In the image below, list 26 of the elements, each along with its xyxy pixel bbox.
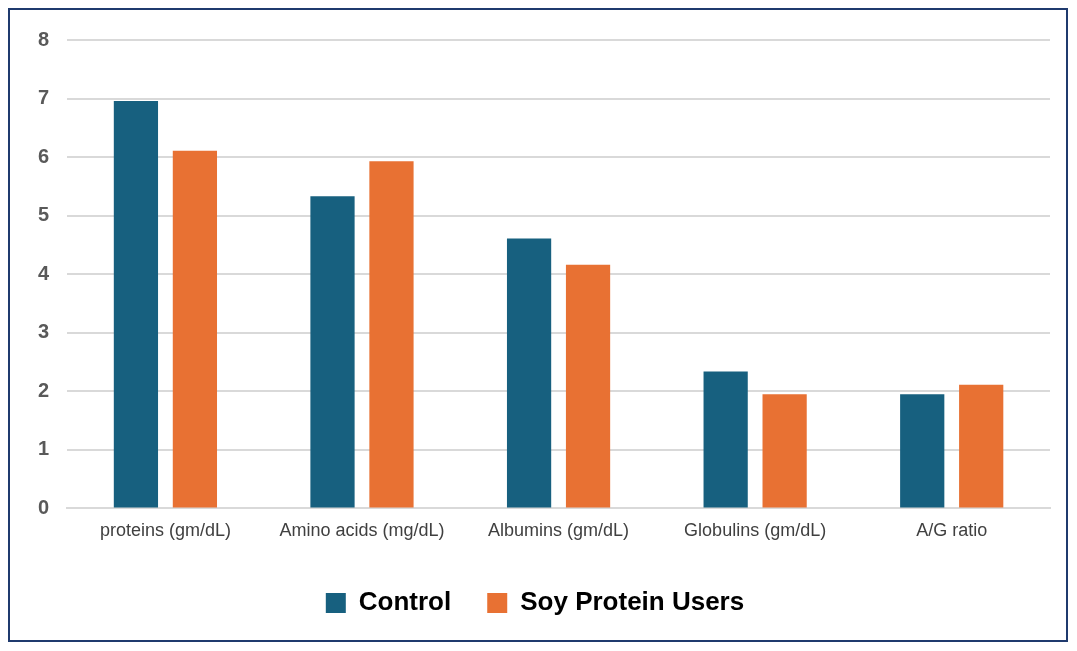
y-tick-label: 6 (38, 144, 50, 167)
bar (959, 384, 1004, 508)
bar (762, 394, 807, 508)
x-tick-label: Albumins (gm/dL) (488, 520, 630, 541)
legend-label: Control (358, 586, 452, 617)
bar (506, 238, 552, 508)
bar (900, 394, 945, 508)
x-tick-label: A/G ratio (916, 520, 988, 541)
bar (703, 371, 748, 508)
y-tick-label: 1 (38, 437, 50, 460)
x-tick-label: Amino acids (mg/dL) (279, 520, 445, 541)
y-tick-label: 0 (38, 495, 50, 518)
x-tick-label: Globulins (gm/dL) (684, 520, 827, 541)
bar (172, 150, 218, 508)
x-tick-label: proteins (gm/dL) (99, 520, 231, 541)
bar (369, 161, 414, 508)
bar (113, 100, 159, 508)
bar (310, 196, 355, 508)
legend-label: Soy Protein Users (520, 586, 745, 617)
y-tick-label: 7 (38, 86, 50, 109)
y-tick-label: 5 (38, 203, 50, 226)
bar (565, 264, 611, 508)
y-tick-label: 4 (38, 261, 50, 284)
y-tick-label: 8 (38, 27, 50, 50)
y-tick-label: 3 (38, 320, 50, 343)
y-tick-label: 2 (38, 378, 50, 401)
